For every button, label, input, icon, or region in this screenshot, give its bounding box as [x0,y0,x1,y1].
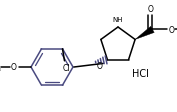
Text: O: O [96,61,102,70]
Text: CH₃: CH₃ [0,65,1,71]
Polygon shape [135,27,154,40]
Text: O: O [11,63,17,72]
Text: Cl: Cl [63,64,70,73]
Text: O: O [147,5,153,14]
Text: HCl: HCl [132,68,149,78]
Text: NH: NH [113,17,123,23]
Text: O: O [169,26,174,35]
